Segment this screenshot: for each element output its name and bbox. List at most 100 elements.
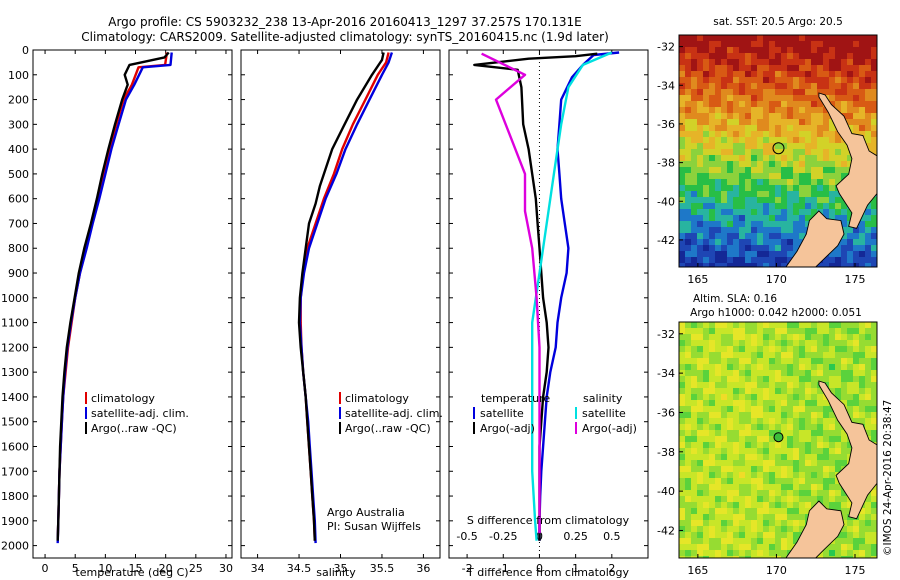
map-cell: [709, 197, 716, 204]
map-cell: [727, 418, 734, 425]
map-cell: [697, 95, 704, 102]
map-cell: [865, 430, 872, 437]
map-cell: [859, 71, 866, 78]
map-cell: [859, 113, 866, 120]
map-cell: [805, 191, 812, 198]
map-cell: [775, 155, 782, 162]
map-cell: [811, 95, 818, 102]
map-cell: [769, 526, 776, 533]
x-tick-label: 15: [129, 562, 143, 575]
map-cell: [787, 35, 794, 42]
map-cell: [793, 185, 800, 192]
map-cell: [715, 484, 722, 491]
map-cell: [871, 412, 877, 419]
map-cell: [817, 370, 824, 377]
map-cell: [775, 161, 782, 168]
map-cell: [691, 65, 698, 72]
map-cell: [715, 65, 722, 72]
map-cell: [745, 556, 752, 558]
map-cell: [799, 203, 806, 210]
map-cell: [691, 149, 698, 156]
map-cell: [745, 161, 752, 168]
map-cell: [703, 334, 710, 341]
map-cell: [847, 364, 854, 371]
map-cell: [775, 364, 782, 371]
map-cell: [829, 472, 836, 479]
map-cell: [703, 131, 710, 138]
map-cell: [799, 143, 806, 150]
map-cell: [817, 406, 824, 413]
map-cell: [757, 227, 764, 234]
map-cell: [745, 221, 752, 228]
y-tick-label: 1500: [1, 416, 29, 429]
map-cell: [793, 47, 800, 54]
map-cell: [811, 71, 818, 78]
map-cell: [751, 191, 758, 198]
sla-map-title-1: Altim. SLA: 0.16: [693, 293, 777, 305]
map-cell: [853, 59, 860, 66]
sst-map: [679, 35, 877, 267]
map-cell: [679, 406, 686, 413]
map-cell: [871, 59, 877, 66]
map-cell: [685, 161, 692, 168]
map-cell: [847, 35, 854, 42]
map-cell: [835, 203, 842, 210]
map-cell: [727, 35, 734, 42]
map-cell: [805, 65, 812, 72]
map-cell: [781, 263, 788, 267]
map-cell: [781, 185, 788, 192]
map-cell: [853, 532, 860, 539]
map-cell: [799, 173, 806, 180]
map-cell: [697, 520, 704, 527]
map-cell: [751, 502, 758, 509]
map-cell: [697, 352, 704, 359]
map-cell: [685, 251, 692, 258]
map-cell: [709, 155, 716, 162]
map-cell: [727, 460, 734, 467]
map-cell: [697, 143, 704, 150]
y-tick-label: 800: [8, 242, 29, 255]
map-cell: [745, 107, 752, 114]
map-cell: [769, 263, 776, 267]
map-cell: [799, 454, 806, 461]
map-cell: [745, 245, 752, 252]
map-cell: [703, 442, 710, 449]
map-cell: [823, 346, 830, 353]
map-cell: [799, 89, 806, 96]
map-cell: [697, 191, 704, 198]
map-cell: [727, 406, 734, 413]
map-cell: [757, 59, 764, 66]
map-cell: [703, 53, 710, 60]
map-cell: [763, 406, 770, 413]
map-cell: [715, 263, 722, 267]
map-cell: [745, 508, 752, 515]
map-cell: [793, 436, 800, 443]
map-cell: [721, 514, 728, 521]
map-cell: [685, 340, 692, 347]
map-cell: [745, 514, 752, 521]
map-cell: [793, 167, 800, 174]
map-cell: [853, 251, 860, 258]
map-cell: [787, 514, 794, 521]
map-cell: [703, 514, 710, 521]
map-cell: [727, 322, 734, 329]
map-cell: [817, 352, 824, 359]
map-cell: [703, 430, 710, 437]
map-cell: [787, 484, 794, 491]
map-cell: [703, 257, 710, 264]
map-cell: [679, 107, 686, 114]
map-cell: [865, 209, 872, 216]
map-cell: [721, 95, 728, 102]
map-cell: [763, 532, 770, 539]
map-cell: [727, 251, 734, 258]
map-cell: [817, 466, 824, 473]
map-cell: [835, 340, 842, 347]
map-cell: [799, 71, 806, 78]
map-cell: [793, 532, 800, 539]
map-cell: [793, 107, 800, 114]
map-cell: [703, 352, 710, 359]
map-cell: [799, 436, 806, 443]
map-cell: [871, 239, 877, 246]
map-cell: [859, 370, 866, 377]
map-cell: [835, 155, 842, 162]
